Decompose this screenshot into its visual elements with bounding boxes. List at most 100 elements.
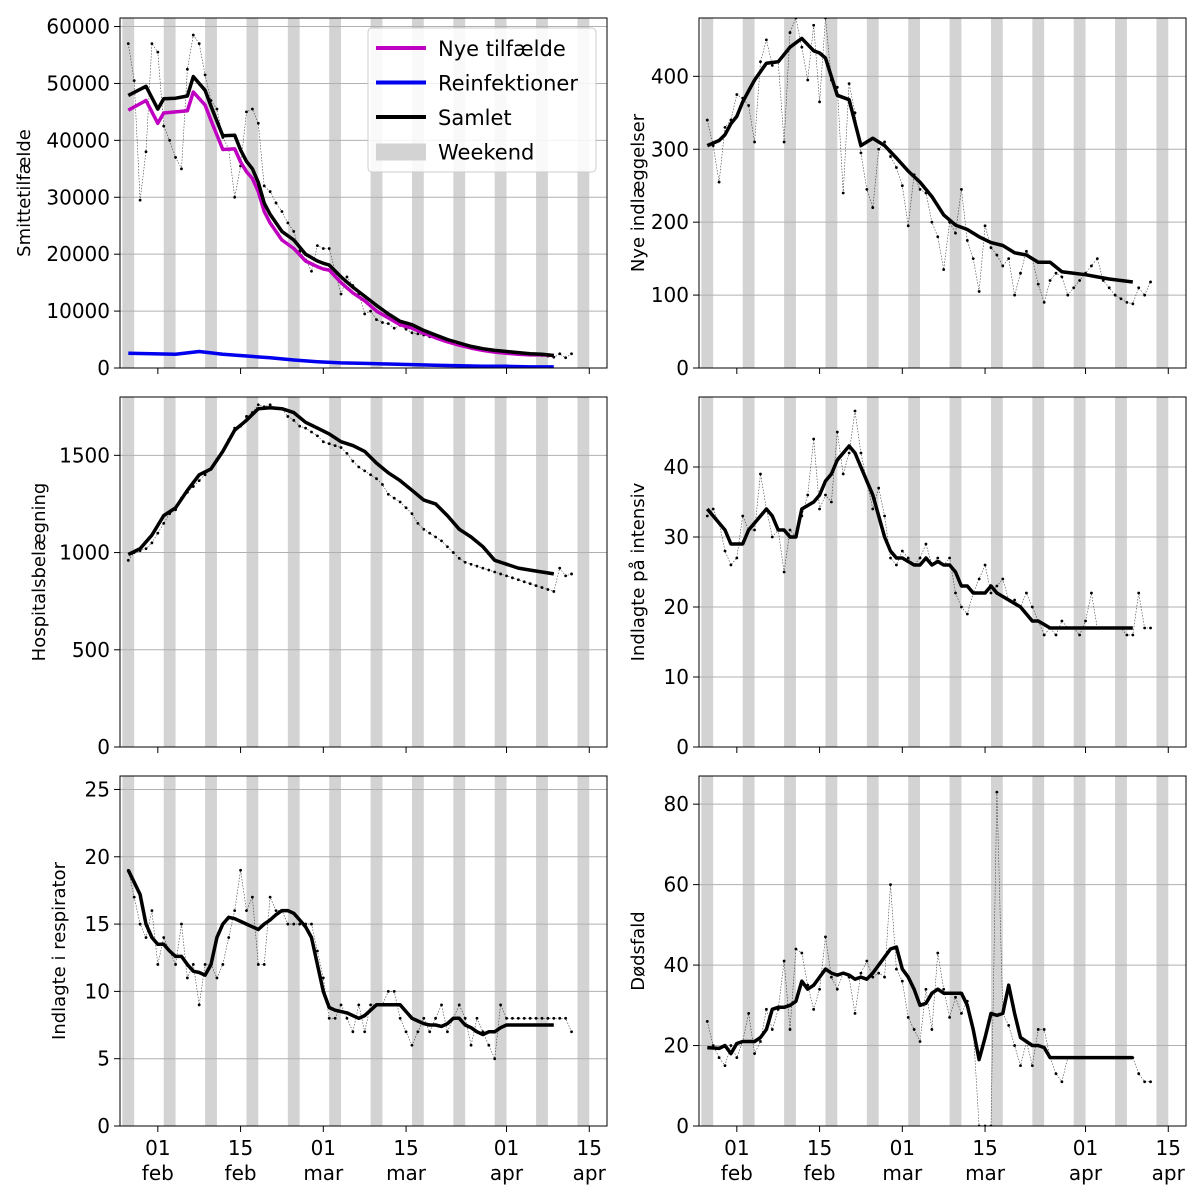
daily-point bbox=[942, 987, 946, 991]
daily-point bbox=[215, 976, 219, 980]
daily-point bbox=[564, 574, 568, 578]
daily-point bbox=[440, 1003, 443, 1007]
daily-point bbox=[505, 574, 508, 578]
daily-point bbox=[493, 570, 497, 574]
x-tick-month-label: feb bbox=[804, 1161, 836, 1185]
y-tick-label: 10000 bbox=[46, 299, 110, 323]
daily-point bbox=[835, 430, 839, 434]
daily-point bbox=[735, 556, 739, 560]
weekend-band bbox=[1073, 397, 1086, 747]
y-axis-label: Dødsfald bbox=[628, 911, 649, 990]
daily-point bbox=[511, 576, 514, 580]
daily-point bbox=[410, 512, 414, 516]
daily-point bbox=[203, 73, 207, 77]
daily-point bbox=[570, 572, 573, 576]
daily-point bbox=[1013, 293, 1017, 297]
y-tick-label: 20000 bbox=[46, 242, 110, 266]
legend-box bbox=[367, 27, 597, 173]
daily-point bbox=[404, 1030, 408, 1034]
daily-point bbox=[233, 195, 237, 199]
daily-point bbox=[369, 1003, 372, 1007]
daily-point bbox=[859, 451, 863, 455]
weekend-band bbox=[246, 776, 259, 1126]
chart-panel-2: 0 100 200 300 400 Nye indlæggelser bbox=[628, 17, 1187, 380]
daily-point bbox=[871, 507, 875, 511]
x-tick-day-label: 15 bbox=[807, 1136, 832, 1160]
plot-area bbox=[699, 18, 1186, 368]
x-tick-day-label: 15 bbox=[577, 1136, 602, 1160]
y-tick-label: 300 bbox=[651, 137, 689, 161]
weekend-band bbox=[370, 18, 383, 368]
plot-area bbox=[699, 776, 1186, 1126]
daily-point bbox=[1119, 297, 1123, 301]
daily-point bbox=[717, 180, 721, 184]
chart-panel-6: 020406080Dødsfald01feb15feb01mar15mar01a… bbox=[628, 775, 1187, 1185]
x-tick-month-label: mar bbox=[965, 1161, 1006, 1185]
daily-point bbox=[416, 521, 420, 525]
weekend-band bbox=[577, 18, 590, 368]
legend-label: Weekend bbox=[438, 141, 534, 165]
weekend-band bbox=[205, 18, 217, 368]
legend-label: Nye tilfælde bbox=[438, 37, 566, 61]
daily-point bbox=[717, 1056, 721, 1060]
daily-point bbox=[1042, 633, 1046, 637]
daily-point bbox=[304, 426, 307, 430]
daily-point bbox=[239, 868, 242, 872]
weekend-band bbox=[1073, 776, 1086, 1126]
daily-point bbox=[416, 1030, 420, 1034]
daily-point bbox=[960, 1011, 963, 1015]
daily-point bbox=[824, 493, 827, 497]
daily-point bbox=[900, 549, 904, 553]
daily-point bbox=[404, 506, 408, 510]
daily-point bbox=[788, 31, 792, 34]
daily-point bbox=[534, 1016, 538, 1020]
daily-line bbox=[128, 870, 572, 1060]
daily-point bbox=[883, 140, 886, 144]
daily-point bbox=[540, 1016, 544, 1020]
daily-point bbox=[759, 1040, 762, 1043]
y-tick-label: 60 bbox=[664, 873, 689, 897]
y-tick-label: 1500 bbox=[59, 443, 110, 467]
daily-point bbox=[924, 987, 928, 991]
daily-point bbox=[877, 486, 881, 490]
daily-point bbox=[1078, 279, 1082, 282]
daily-point bbox=[930, 220, 934, 224]
x-tick-month-label: mar bbox=[386, 1161, 427, 1185]
weekend-band bbox=[908, 776, 921, 1126]
daily-point bbox=[965, 612, 969, 616]
axes-frame bbox=[119, 775, 608, 1127]
daily-point bbox=[268, 895, 272, 899]
daily-point bbox=[564, 356, 568, 360]
daily-point bbox=[936, 556, 940, 560]
daily-point bbox=[292, 230, 296, 233]
daily-point bbox=[942, 268, 946, 271]
daily-point bbox=[782, 570, 786, 574]
series-line bbox=[127, 405, 555, 576]
weekend-band bbox=[1032, 776, 1045, 1126]
daily-point bbox=[1060, 275, 1064, 279]
daily-point bbox=[859, 151, 863, 155]
weekend-band bbox=[784, 397, 796, 747]
daily-point bbox=[203, 963, 207, 966]
daily-point bbox=[705, 118, 709, 122]
daily-point bbox=[262, 184, 266, 188]
daily-point bbox=[386, 322, 390, 326]
daily-point bbox=[180, 167, 183, 171]
daily-point bbox=[440, 539, 443, 543]
y-tick-label: 40 bbox=[664, 953, 689, 977]
daily-point bbox=[227, 936, 231, 939]
daily-point bbox=[451, 551, 455, 554]
daily-point bbox=[1072, 286, 1076, 290]
daily-point bbox=[1019, 1064, 1022, 1068]
weekend-band bbox=[287, 397, 300, 747]
daily-point bbox=[1030, 1064, 1034, 1068]
daily-point bbox=[410, 1043, 414, 1047]
weekend-band bbox=[949, 18, 962, 368]
daily-point bbox=[877, 147, 881, 151]
daily-point bbox=[398, 1016, 402, 1020]
weekend-band bbox=[866, 397, 879, 747]
weekend-band bbox=[577, 397, 590, 747]
weekend-band bbox=[742, 18, 755, 368]
weekend-band bbox=[411, 18, 424, 368]
daily-point bbox=[759, 60, 762, 64]
